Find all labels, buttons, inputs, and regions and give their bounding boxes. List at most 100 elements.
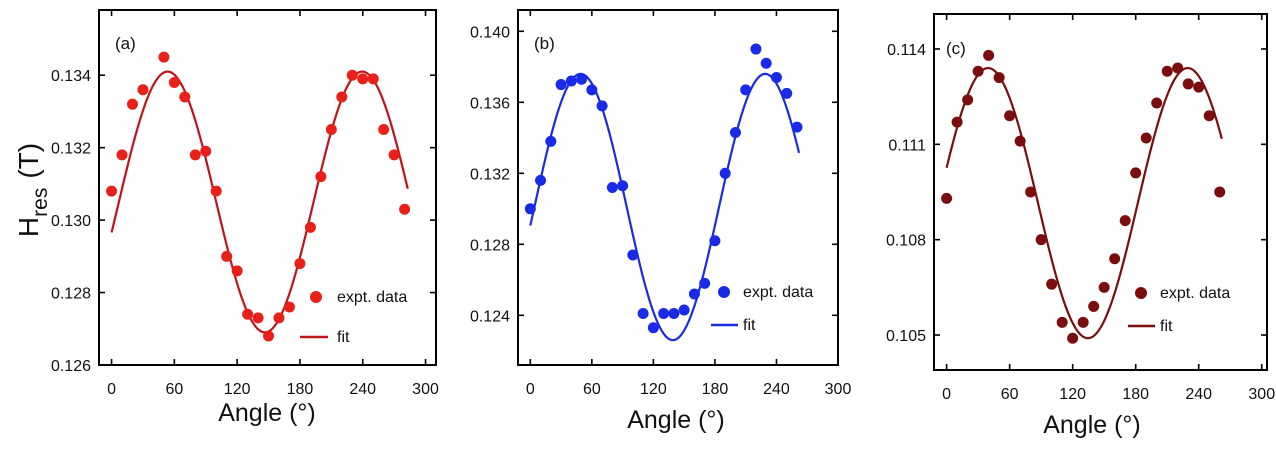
data-point [750, 43, 762, 55]
x-tick-label: 60 [165, 381, 183, 398]
panel-label: (a) [115, 34, 136, 53]
y-axis-ticks: 0.126 0.128 0.130 0.132 0.134 [51, 68, 436, 375]
chart-panel-b: (b) 0 60 120 180 240 300 0.124 0.128 0.132 0.136… [470, 9, 851, 434]
chart-panel-a: (a) 0 60 120 180 240 300 0.126 0.128 0.130 0.132… [13, 9, 439, 427]
data-point [1182, 78, 1194, 90]
fit-curve [110, 70, 409, 334]
legend-marker [1135, 287, 1147, 299]
data-point [617, 180, 629, 192]
y-tick-label: 0.126 [51, 358, 91, 375]
data-point [106, 185, 118, 197]
y-tick-label: 0.132 [470, 166, 510, 183]
data-point [126, 98, 138, 110]
fit-curve [945, 66, 1223, 340]
data-point [941, 192, 953, 204]
x-tick-label: 180 [702, 381, 729, 398]
data-point [168, 76, 180, 88]
x-tick-label: 0 [526, 381, 535, 398]
x-axis-label: Angle (°) [218, 399, 316, 427]
data-point [179, 91, 191, 103]
data-point [1067, 332, 1079, 344]
data-point [555, 79, 567, 91]
data-point [951, 116, 963, 128]
x-tick-label: 0 [107, 381, 116, 398]
data-point [200, 145, 212, 157]
data-point [576, 73, 588, 85]
x-tick-label: 0 [942, 386, 951, 403]
data-point [221, 250, 233, 262]
data-point [1014, 135, 1026, 147]
y-tick-label: 0.132 [51, 141, 91, 158]
data-point [263, 330, 275, 342]
data-point [770, 71, 782, 83]
x-axis-ticks: 0 60 120 180 240 300 [942, 14, 1275, 403]
x-tick-label: 240 [349, 381, 376, 398]
x-axis-ticks: 0 60 120 180 240 300 [107, 10, 439, 398]
data-point [1004, 110, 1016, 122]
legend-label-data: expt. data [1160, 285, 1230, 302]
y-tick-label: 0.124 [470, 308, 510, 325]
data-point [781, 87, 793, 99]
y-axis-ticks: 0.124 0.128 0.132 0.136 0.140 [470, 24, 838, 325]
panel-label: (c) [946, 39, 966, 58]
legend-label-fit: fit [337, 329, 350, 346]
panel-label: (b) [534, 34, 555, 53]
x-tick-label: 300 [1248, 386, 1275, 403]
x-tick-label: 240 [1185, 386, 1212, 403]
y-tick-label: 0.108 [886, 233, 926, 250]
data-point [346, 69, 358, 81]
y-tick-label: 0.111 [888, 137, 926, 154]
y-axis-ticks: 0.105 0.108 0.111 0.114 [886, 42, 1267, 345]
data-point [688, 288, 700, 300]
data-point [1025, 186, 1037, 198]
fit-curve-group [529, 72, 801, 342]
data-point [294, 258, 306, 270]
data-point [336, 91, 348, 103]
plot-frame [933, 13, 1268, 371]
data-point [378, 124, 390, 136]
data-point [760, 57, 772, 69]
x-tick-label: 120 [640, 381, 667, 398]
data-point [231, 265, 243, 277]
data-point [315, 171, 327, 183]
legend-label-data: expt. data [337, 289, 407, 306]
data-point [729, 126, 741, 138]
data-point [545, 135, 557, 147]
x-tick-label: 180 [287, 381, 314, 398]
data-point [699, 277, 711, 289]
data-points-group [524, 43, 803, 334]
data-point [283, 301, 295, 313]
data-point [586, 84, 598, 96]
data-point [668, 308, 680, 320]
y-tick-label: 0.134 [51, 68, 91, 85]
data-point [1172, 62, 1184, 74]
data-point [658, 308, 670, 320]
data-point [325, 124, 337, 136]
svg-text:Hres(T): Hres(T) [13, 143, 52, 237]
data-point [524, 203, 536, 215]
y-tick-label: 0.105 [886, 328, 926, 345]
data-point [627, 249, 639, 261]
x-axis-label: Angle (°) [627, 406, 725, 434]
data-point [1035, 234, 1047, 246]
y-tick-label: 0.128 [51, 286, 91, 303]
fit-curve-group [110, 70, 409, 334]
x-tick-label: 60 [1001, 386, 1019, 403]
data-point [1077, 316, 1089, 328]
data-point [1109, 253, 1121, 265]
y-tick-label: 0.130 [51, 213, 91, 230]
x-tick-label: 120 [224, 381, 251, 398]
data-point [709, 235, 721, 247]
legend-label-fit: fit [1160, 318, 1173, 335]
data-point [273, 312, 285, 324]
data-point [565, 75, 577, 87]
x-tick-label: 240 [763, 381, 790, 398]
y-axis-label: Hres(T) [13, 143, 52, 237]
data-point [719, 167, 731, 179]
x-tick-label: 60 [583, 381, 601, 398]
data-point [1130, 167, 1142, 179]
data-points-group [941, 49, 1226, 344]
data-point [158, 51, 170, 63]
data-point [116, 149, 128, 161]
